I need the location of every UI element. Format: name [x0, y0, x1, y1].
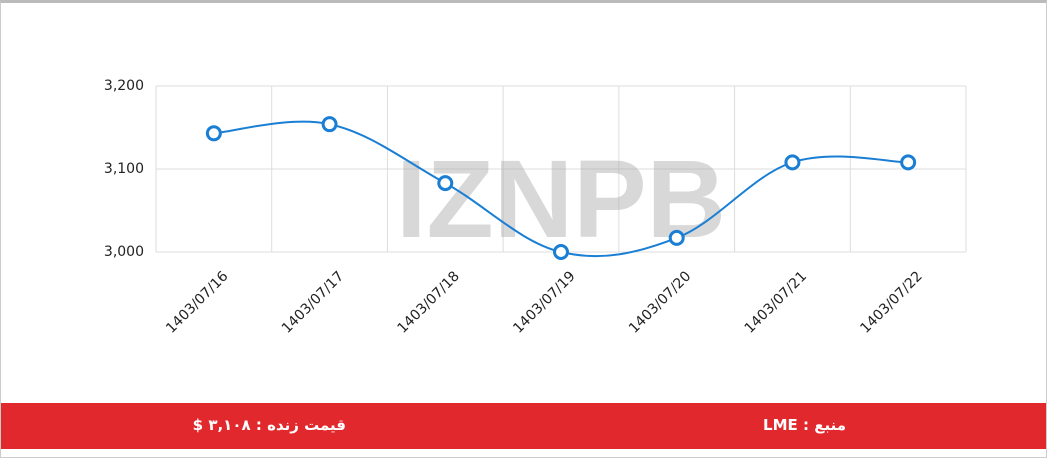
y-tick-label: 3,100	[104, 161, 144, 177]
x-tick-label: 1403/07/22	[857, 268, 925, 336]
x-tick-label: 1403/07/20	[626, 268, 694, 336]
source: منبع : LME	[763, 416, 846, 434]
x-tick-label: 1403/07/16	[163, 268, 231, 336]
y-tick-label: 3,000	[104, 244, 144, 260]
point	[784, 154, 801, 171]
point	[553, 244, 569, 260]
point	[668, 229, 685, 246]
y-tick-label: 3,200	[104, 78, 144, 94]
live-price: قیمت زنده : ۳,۱۰۸ $	[192, 416, 346, 434]
x-tick-label: 1403/07/18	[395, 268, 463, 336]
chart: 3,000 3,100 3,200 1403/07/16 1403/07/17 1403/…	[104, 78, 967, 337]
x-tick-label: 1403/07/21	[742, 268, 810, 336]
point	[321, 116, 338, 133]
x-tick-label: 1403/07/17	[279, 268, 347, 336]
point	[437, 175, 454, 192]
point	[205, 125, 222, 142]
x-tick-label: 1403/07/19	[510, 268, 578, 336]
footer-bar: قیمت زنده : ۳,۱۰۸ $ منبع : LME	[1, 403, 1046, 449]
point	[900, 154, 917, 171]
